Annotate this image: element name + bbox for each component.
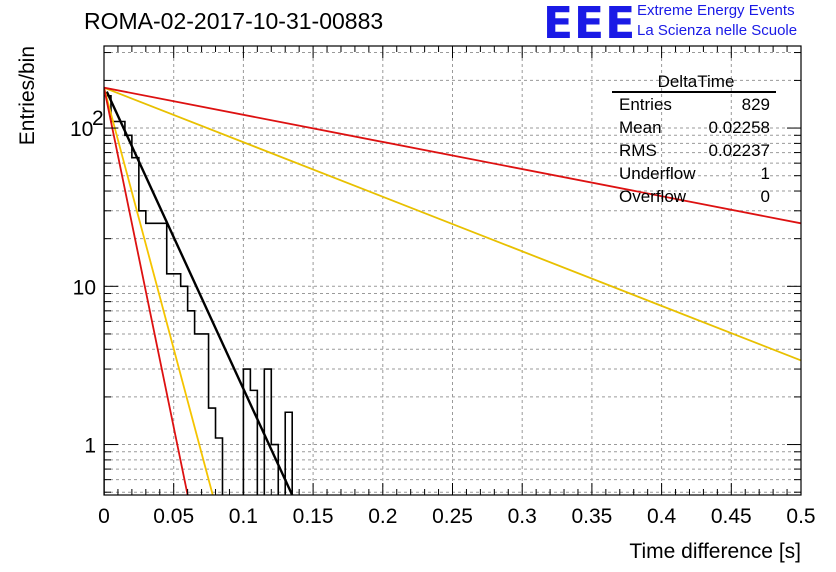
eee-logo: EEE <box>543 0 637 49</box>
stats-value-rms: 0.02237 <box>709 141 770 160</box>
x-tick-label: 0 <box>98 505 110 528</box>
x-tick-label: 0.4 <box>647 505 677 528</box>
fit-curve-0 <box>105 91 294 495</box>
stats-label-mean: Mean <box>619 118 662 137</box>
stats-header: DeltaTime <box>658 72 735 91</box>
stats-value-entries: 829 <box>742 95 770 114</box>
x-tick-label: 0.5 <box>786 505 815 528</box>
y-tick-label: 1 <box>84 435 96 458</box>
stats-label-entries: Entries <box>619 95 672 114</box>
y-tick-label: 10 <box>73 276 96 299</box>
fit-curve-2 <box>104 86 801 362</box>
logo-subtitle-2: La Scienza nelle Scuole <box>637 22 798 39</box>
fit-curve-4 <box>104 86 801 225</box>
stats-value-underflow: 1 <box>761 164 770 183</box>
stats-label-rms: RMS <box>619 141 657 160</box>
y-axis-label: Entries/bin <box>16 46 39 145</box>
fit-curve-3 <box>104 87 189 495</box>
logo-subtitle-1: Extreme Energy Events <box>637 2 795 19</box>
chart-title: ROMA-02-2017-10-31-00883 <box>84 8 384 34</box>
x-tick-label: 0.45 <box>711 505 752 528</box>
x-axis-label: Time difference [s] <box>629 540 801 563</box>
stats-label-underflow: Underflow <box>619 164 696 183</box>
stats-label-overflow: Overflow <box>619 187 687 206</box>
y-tick-label: 10 <box>70 118 93 141</box>
x-tick-label: 0.35 <box>571 505 612 528</box>
x-tick-label: 0.3 <box>508 505 537 528</box>
x-tick-label: 0.05 <box>153 505 194 528</box>
y-tick-label-exponent: 2 <box>92 107 104 130</box>
x-tick-label: 0.1 <box>229 505 258 528</box>
stats-value-overflow: 0 <box>761 187 770 206</box>
fit-curve-1 <box>104 87 214 495</box>
x-tick-label: 0.15 <box>293 505 334 528</box>
x-tick-label: 0.25 <box>432 505 473 528</box>
histogram-outline <box>104 94 293 495</box>
x-tick-label: 0.2 <box>368 505 397 528</box>
stats-value-mean: 0.02258 <box>709 118 770 137</box>
